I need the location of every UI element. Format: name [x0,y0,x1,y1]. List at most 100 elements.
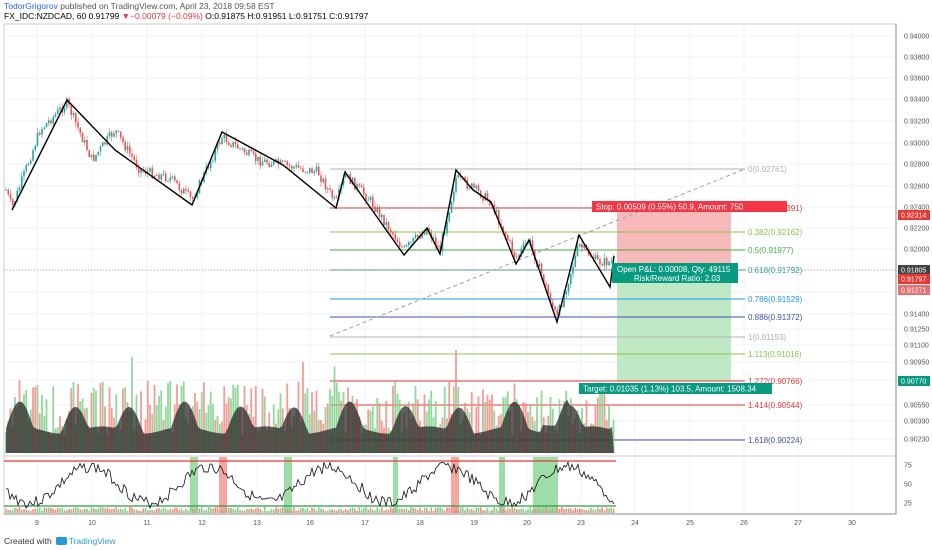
publisher-line: TodorGrigorov published on TradingView.c… [4,1,275,11]
oscillator-bar [56,507,59,513]
oscillator-bar [491,510,493,513]
volume-bar [488,399,491,453]
zigzag-pattern-line[interactable] [11,98,615,325]
time-tick-label: 30 [848,520,856,527]
oscillator-bar [596,507,599,513]
oscillator-bar [520,508,523,513]
oscillator-bar [142,508,145,513]
oscillator-bar [299,508,302,513]
oscillator-bar [225,507,228,513]
volume-bar [167,383,169,453]
candle-body [486,193,489,201]
oscillator-bar [92,508,95,513]
volume-bar [200,391,203,453]
volume-bar [601,384,604,453]
oscillator-bar [403,508,406,513]
oscillator-bar [486,507,489,513]
oscillator-bar [189,508,192,513]
oscillator-bar [531,509,534,513]
candle-body [160,174,163,180]
candle-body [185,188,187,191]
time-tick-label: 17 [361,520,369,527]
candle-body [29,160,32,164]
candle-body [290,165,293,169]
fib-level-label: 1.113(0.91016) [748,350,802,359]
candle-body [360,185,363,188]
oscillator-bar [304,509,307,513]
candle-body [540,263,543,275]
candle-body [117,130,120,132]
oscillator-bar [164,508,167,513]
volume-bar [227,397,230,453]
target-zone[interactable] [617,269,731,381]
volume-bar [99,382,102,453]
fib-level-label: 0.5(0.91977) [748,246,794,255]
oscillator-bar [169,508,172,513]
oscillator-bar [358,507,361,513]
oscillator-bar [306,507,309,513]
oscillator-highlight-bands [190,457,558,513]
oscillator-bar [428,510,430,513]
volume-bar [414,386,417,453]
candle-body [500,223,502,227]
volume-bar [423,394,426,453]
candle-body [488,200,491,206]
candle-body [353,177,356,190]
tradingview-brand[interactable]: TradingView [68,536,116,546]
candle-body [115,130,118,134]
candle-body [387,222,390,230]
stop-zone[interactable] [617,206,731,269]
candle-body [191,196,194,199]
candle-body [79,127,82,133]
oscillator-bar [241,510,244,513]
oscillator-bar [414,508,417,513]
chart-canvas[interactable]: 0(0.92761)0.236(0.92391)0.382(0.92162)0.… [0,0,932,532]
oscillator-bar [117,509,120,513]
oscillator-bar [101,507,104,513]
oscillator-bar [36,508,39,513]
candle-body [189,191,192,197]
oscillator-band [499,457,505,513]
candle-body [576,245,579,256]
candle-body [583,244,586,248]
oscillator-bar [302,507,304,513]
price-tick-label: 0.91100 [904,343,929,350]
candle-body [414,234,417,238]
oscillator-bar [394,509,397,513]
time-axis[interactable]: 9 10 11 12 13 16 17 18 19 20 23 24 25 26 27 30 [35,520,856,527]
symbol-name[interactable]: FX_IDC:NZDCAD, 60 [4,11,87,21]
oscillator-bar [367,509,370,513]
oscillator-bar [70,509,73,513]
oscillator-bar [52,508,55,513]
oscillator-band [284,457,292,513]
oscillator-bar [205,510,208,513]
oscillator-bar [108,508,111,513]
candle-body [407,242,410,246]
candle-body [529,240,532,243]
candle-body [308,168,311,173]
oscillator-bar [207,507,210,513]
fib-trend-line[interactable] [329,168,746,337]
tradingview-logo-icon [55,537,67,545]
candle-body [11,199,14,206]
candle-body [227,142,230,146]
candle-body [90,154,93,158]
oscillator-bar [605,507,608,513]
author-link[interactable]: TodorGrigorov [4,1,58,11]
oscillator-bar [380,507,383,513]
candle-body [331,190,334,199]
oscillator-pane-border [3,455,897,515]
oscillator-line [5,461,615,510]
candle-body [302,168,304,172]
time-tick-label: 18 [416,520,424,527]
oscillator-bar [320,508,322,513]
oscillator-band [393,457,398,513]
oscillator-bar [266,510,268,513]
volume-bar [443,386,446,453]
volume-bar [585,400,588,453]
oscillator-bar [509,508,511,513]
price-tick-label: 0.90390 [904,419,929,426]
candle-body [342,177,345,185]
candle-body [250,149,253,152]
oscillator-bar [115,507,118,513]
